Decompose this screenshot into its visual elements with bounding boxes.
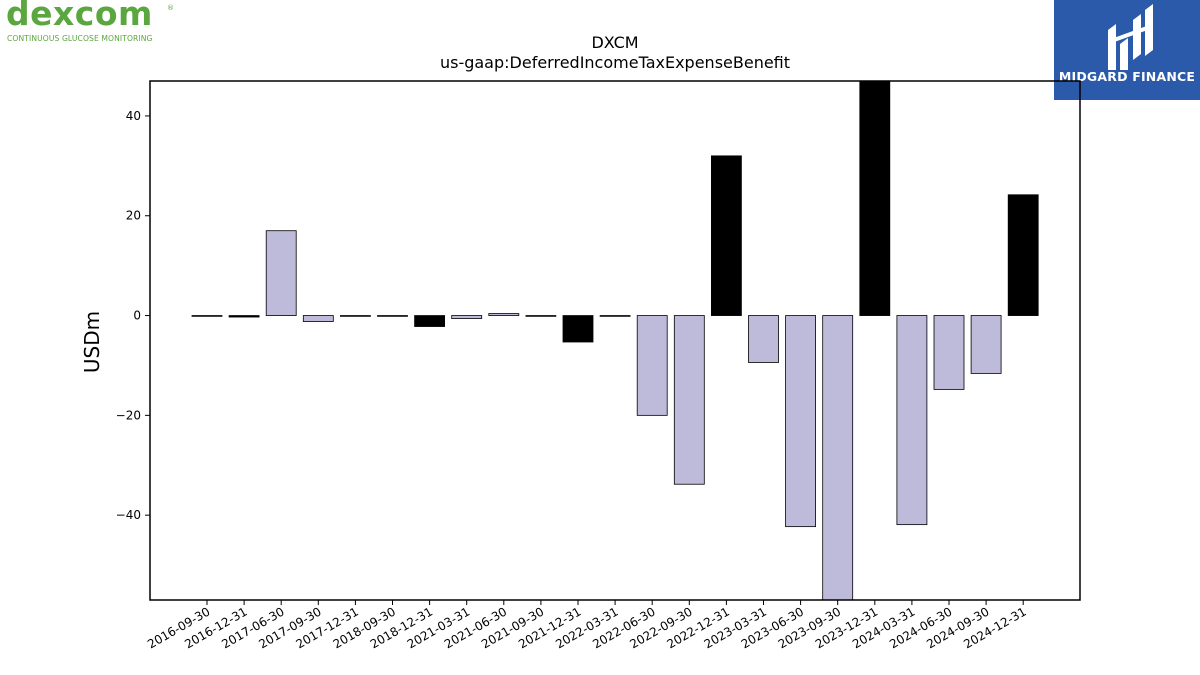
bar-2021-09-30 — [525, 315, 557, 317]
bar-2023-06-30 — [785, 315, 816, 528]
bar-2024-06-30 — [933, 315, 965, 390]
y-tick-label: −40 — [116, 508, 141, 522]
bar-2024-03-31 — [896, 315, 928, 526]
bar-2017-12-31 — [339, 315, 371, 317]
bar-2022-03-31 — [599, 315, 631, 317]
chart-subtitle: us-gaap:DeferredIncomeTaxExpenseBenefit — [440, 53, 790, 72]
bar-2017-09-30 — [302, 315, 334, 322]
dexcom-tagline: CONTINUOUS GLUCOSE MONITORING — [7, 34, 153, 43]
bar-2023-12-31 — [859, 80, 891, 316]
y-tick-label: 20 — [126, 209, 141, 223]
bar-2022-12-31 — [711, 155, 742, 316]
y-tick-label: 0 — [133, 309, 141, 323]
y-ticks-group: −40 −20 0 20 40 — [116, 109, 150, 522]
y-tick-label: −20 — [116, 408, 141, 422]
midgard-finance-logo: MIDGARD FINANCE — [1054, 0, 1200, 100]
bar-2021-03-31 — [451, 315, 483, 319]
bar-2022-09-30 — [673, 315, 705, 485]
dexcom-wordmark: Dexcom — [6, 0, 153, 33]
bar-2018-09-30 — [377, 315, 408, 317]
midgard-finance-name: MIDGARD FINANCE — [1058, 69, 1196, 84]
registered-mark-icon: ® — [167, 4, 174, 12]
bar-2021-06-30 — [488, 313, 520, 316]
bar-2016-09-30 — [191, 315, 223, 317]
bar-2017-06-30 — [265, 230, 297, 316]
bar-2021-12-31 — [562, 315, 594, 343]
dexcom-logo: Dexcom ® CONTINUOUS GLUCOSE MONITORING — [4, 0, 179, 48]
bars-group — [191, 80, 1039, 601]
plot-frame — [149, 80, 1081, 601]
midgard-emblem-icon — [1108, 4, 1153, 70]
bar-2023-09-30 — [822, 315, 854, 601]
x-ticks-group: 2016-09-302016-12-312017-06-302017-09-30… — [145, 600, 1029, 651]
bar-2023-03-31 — [748, 315, 779, 363]
y-tick-label: 40 — [126, 109, 141, 123]
bar-2016-12-31 — [228, 315, 260, 318]
bar-2018-12-31 — [414, 315, 446, 327]
y-axis-label: USDm — [80, 311, 104, 373]
bar-2024-09-30 — [970, 315, 1002, 374]
bar-2024-12-31 — [1007, 194, 1039, 316]
bar-2022-06-30 — [636, 315, 668, 416]
chart-title: DXCM — [591, 33, 638, 52]
